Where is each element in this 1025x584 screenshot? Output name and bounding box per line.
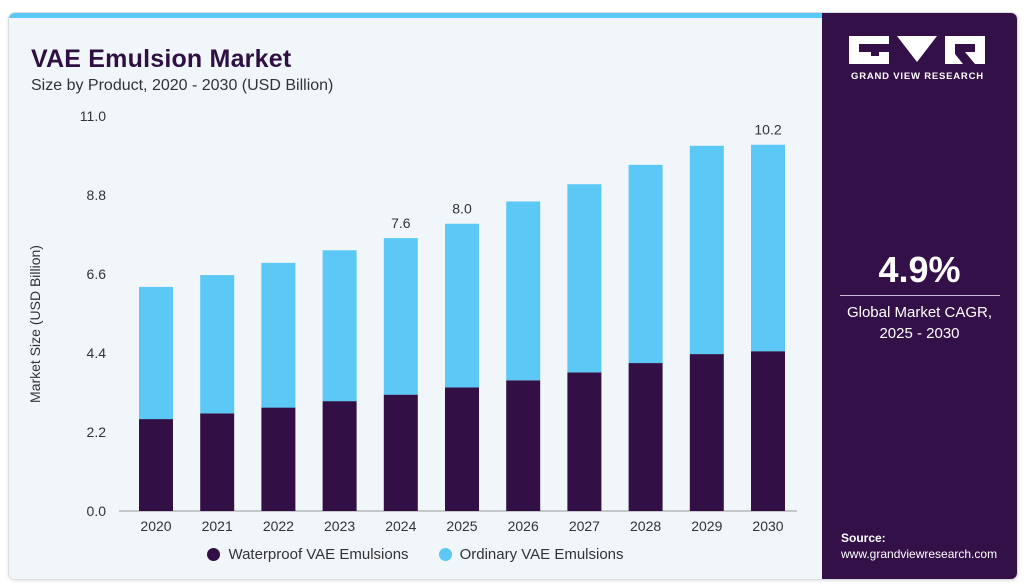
bar-waterproof-2028 bbox=[628, 363, 663, 511]
brand-name: GRAND VIEW RESEARCH bbox=[851, 71, 984, 82]
bar-ordinary-2022 bbox=[261, 262, 296, 408]
legend-item-waterproof: Waterproof VAE Emulsions bbox=[207, 546, 409, 563]
bar-ordinary-2023 bbox=[322, 250, 357, 402]
bar-waterproof-2027 bbox=[567, 372, 602, 511]
bar-total-label: 10.2 bbox=[754, 122, 781, 138]
x-tick-label: 2030 bbox=[752, 518, 783, 534]
bar-waterproof-2023 bbox=[322, 401, 357, 511]
x-tick-label: 2025 bbox=[446, 518, 477, 534]
chart-subtitle: Size by Product, 2020 - 2030 (USD Billio… bbox=[31, 77, 334, 94]
summary-panel: GRAND VIEW RESEARCH 4.9% Global Market C… bbox=[822, 13, 1017, 579]
bar-waterproof-2030 bbox=[751, 351, 785, 511]
bar-total-label: 8.0 bbox=[452, 201, 472, 217]
bar-waterproof-2026 bbox=[506, 380, 541, 511]
y-tick-label: 11.0 bbox=[80, 108, 106, 124]
bar-ordinary-2021 bbox=[200, 275, 235, 414]
y-tick-label: 6.6 bbox=[87, 266, 107, 282]
bar-ordinary-2024 bbox=[383, 238, 418, 395]
x-tick-label: 2024 bbox=[385, 518, 416, 534]
bar-ordinary-2025 bbox=[445, 223, 479, 388]
legend-swatch-ordinary bbox=[438, 548, 452, 561]
x-tick-label: 2020 bbox=[140, 518, 171, 534]
cagr-label-line1: Global Market CAGR, bbox=[846, 304, 993, 321]
bar-ordinary-2027 bbox=[567, 184, 602, 373]
bar-waterproof-2021 bbox=[200, 413, 235, 511]
chart-title: VAE Emulsion Market bbox=[31, 45, 292, 73]
bar-ordinary-2028 bbox=[628, 164, 663, 364]
bar-ordinary-2030 bbox=[751, 144, 785, 352]
x-tick-label: 2023 bbox=[324, 518, 355, 534]
x-tick-label: 2027 bbox=[569, 518, 600, 534]
source-title: Source: bbox=[841, 531, 886, 545]
cagr-label: Global Market CAGR, 2025 - 2030 bbox=[822, 302, 1017, 344]
bar-ordinary-2026 bbox=[506, 201, 541, 381]
bar-ordinary-2029 bbox=[689, 145, 724, 355]
grand-view-research-logo-icon bbox=[849, 36, 985, 64]
cagr-divider bbox=[840, 295, 1000, 296]
legend-swatch-waterproof bbox=[207, 548, 221, 561]
legend-item-ordinary: Ordinary VAE Emulsions bbox=[438, 546, 624, 563]
x-tick-label: 2022 bbox=[263, 518, 294, 534]
accent-bar bbox=[9, 13, 822, 18]
bar-total-label: 7.6 bbox=[391, 215, 411, 231]
cagr-label-line2: 2025 - 2030 bbox=[879, 325, 960, 342]
x-tick-label: 2021 bbox=[202, 518, 233, 534]
x-axis-ticks: 2020 2021 2022 2023 2024 2025 2026 2027 2028 2029… bbox=[140, 518, 783, 534]
y-axis-ticks: 0.0 2.2 4.4 6.6 8.8 11.0 bbox=[80, 108, 106, 519]
legend-label-ordinary: Ordinary VAE Emulsions bbox=[459, 546, 624, 563]
x-tick-label: 2029 bbox=[691, 518, 722, 534]
stacked-bar-chart: 0.0 2.2 4.4 6.6 8.8 11.0 2020 2021 2022 2023 2024… bbox=[80, 108, 797, 534]
bar-waterproof-2029 bbox=[689, 354, 724, 511]
bar-waterproof-2025 bbox=[445, 387, 479, 511]
y-tick-label: 0.0 bbox=[87, 503, 107, 519]
bars bbox=[139, 144, 785, 511]
legend: Waterproof VAE Emulsions Ordinary VAE Em… bbox=[9, 546, 822, 563]
bar-total-labels: 7.6 8.0 10.2 bbox=[391, 122, 782, 231]
source-link[interactable]: www.grandviewresearch.com bbox=[841, 547, 998, 561]
bar-waterproof-2024 bbox=[383, 394, 418, 511]
y-tick-label: 8.8 bbox=[87, 187, 107, 203]
chart-panel: VAE Emulsion Market Size by Product, 202… bbox=[9, 18, 822, 579]
x-tick-label: 2026 bbox=[508, 518, 539, 534]
infographic-card: VAE Emulsion Market Size by Product, 202… bbox=[9, 13, 1017, 579]
bar-ordinary-2020 bbox=[139, 286, 173, 420]
y-tick-label: 2.2 bbox=[87, 424, 107, 440]
x-tick-label: 2028 bbox=[630, 518, 661, 534]
y-tick-label: 4.4 bbox=[87, 345, 107, 361]
bar-waterproof-2020 bbox=[139, 419, 173, 511]
bar-waterproof-2022 bbox=[261, 407, 296, 511]
legend-label-waterproof: Waterproof VAE Emulsions bbox=[228, 546, 409, 563]
cagr-value: 4.9% bbox=[878, 249, 961, 290]
